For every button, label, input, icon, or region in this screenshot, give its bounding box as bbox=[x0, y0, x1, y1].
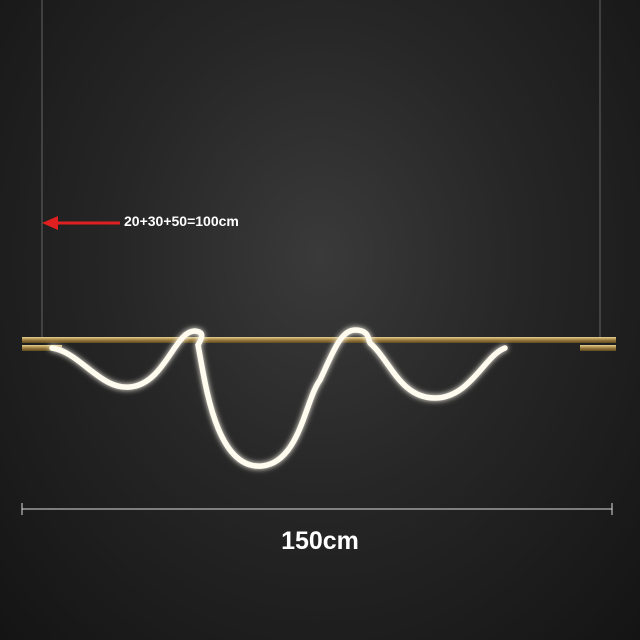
width-label: 150cm bbox=[281, 527, 359, 555]
width-dimension-line bbox=[21, 503, 613, 515]
gold-bar bbox=[22, 337, 616, 343]
left-end-cap bbox=[22, 345, 62, 351]
right-end-cap bbox=[580, 345, 616, 351]
hanging-length-label: 20+30+50=100cm bbox=[124, 213, 239, 229]
led-tube bbox=[49, 327, 508, 469]
hanging-length-arrow bbox=[42, 216, 120, 230]
